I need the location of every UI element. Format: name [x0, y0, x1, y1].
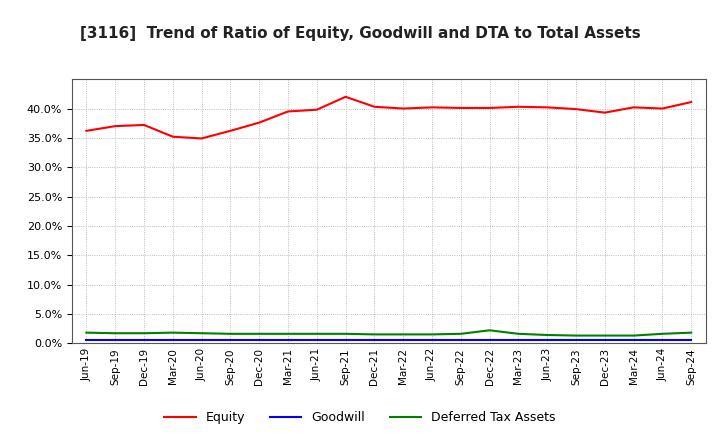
Goodwill	[600, 337, 609, 343]
Goodwill	[341, 337, 350, 343]
Goodwill	[658, 337, 667, 343]
Goodwill	[543, 337, 552, 343]
Equity	[399, 106, 408, 111]
Line: Equity: Equity	[86, 97, 691, 139]
Deferred Tax Assets	[514, 331, 523, 337]
Deferred Tax Assets	[658, 331, 667, 337]
Legend: Equity, Goodwill, Deferred Tax Assets: Equity, Goodwill, Deferred Tax Assets	[159, 407, 561, 429]
Goodwill	[399, 337, 408, 343]
Deferred Tax Assets	[226, 331, 235, 337]
Goodwill	[514, 337, 523, 343]
Deferred Tax Assets	[572, 333, 580, 338]
Goodwill	[312, 337, 321, 343]
Goodwill	[572, 337, 580, 343]
Goodwill	[226, 337, 235, 343]
Equity	[197, 136, 206, 141]
Goodwill	[370, 337, 379, 343]
Equity	[284, 109, 292, 114]
Goodwill	[197, 337, 206, 343]
Goodwill	[456, 337, 465, 343]
Equity	[543, 105, 552, 110]
Equity	[514, 104, 523, 110]
Deferred Tax Assets	[197, 330, 206, 336]
Equity	[485, 105, 494, 110]
Deferred Tax Assets	[168, 330, 177, 335]
Goodwill	[284, 337, 292, 343]
Deferred Tax Assets	[543, 332, 552, 337]
Equity	[255, 120, 264, 125]
Equity	[226, 128, 235, 133]
Deferred Tax Assets	[629, 333, 638, 338]
Equity	[658, 106, 667, 111]
Deferred Tax Assets	[284, 331, 292, 337]
Goodwill	[428, 337, 436, 343]
Equity	[312, 107, 321, 112]
Equity	[168, 134, 177, 139]
Deferred Tax Assets	[312, 331, 321, 337]
Deferred Tax Assets	[485, 328, 494, 333]
Deferred Tax Assets	[341, 331, 350, 337]
Equity	[341, 94, 350, 99]
Deferred Tax Assets	[428, 332, 436, 337]
Equity	[687, 99, 696, 105]
Deferred Tax Assets	[600, 333, 609, 338]
Deferred Tax Assets	[82, 330, 91, 335]
Goodwill	[140, 337, 148, 343]
Equity	[629, 105, 638, 110]
Goodwill	[629, 337, 638, 343]
Line: Deferred Tax Assets: Deferred Tax Assets	[86, 330, 691, 336]
Deferred Tax Assets	[370, 332, 379, 337]
Equity	[428, 105, 436, 110]
Equity	[370, 104, 379, 110]
Goodwill	[82, 337, 91, 343]
Goodwill	[255, 337, 264, 343]
Goodwill	[687, 337, 696, 343]
Deferred Tax Assets	[255, 331, 264, 337]
Equity	[82, 128, 91, 133]
Equity	[456, 105, 465, 110]
Deferred Tax Assets	[111, 330, 120, 336]
Equity	[600, 110, 609, 115]
Deferred Tax Assets	[140, 330, 148, 336]
Equity	[572, 106, 580, 112]
Deferred Tax Assets	[456, 331, 465, 337]
Deferred Tax Assets	[399, 332, 408, 337]
Deferred Tax Assets	[687, 330, 696, 335]
Equity	[140, 122, 148, 128]
Goodwill	[168, 337, 177, 343]
Equity	[111, 124, 120, 129]
Goodwill	[111, 337, 120, 343]
Goodwill	[485, 337, 494, 343]
Text: [3116]  Trend of Ratio of Equity, Goodwill and DTA to Total Assets: [3116] Trend of Ratio of Equity, Goodwil…	[80, 26, 640, 41]
